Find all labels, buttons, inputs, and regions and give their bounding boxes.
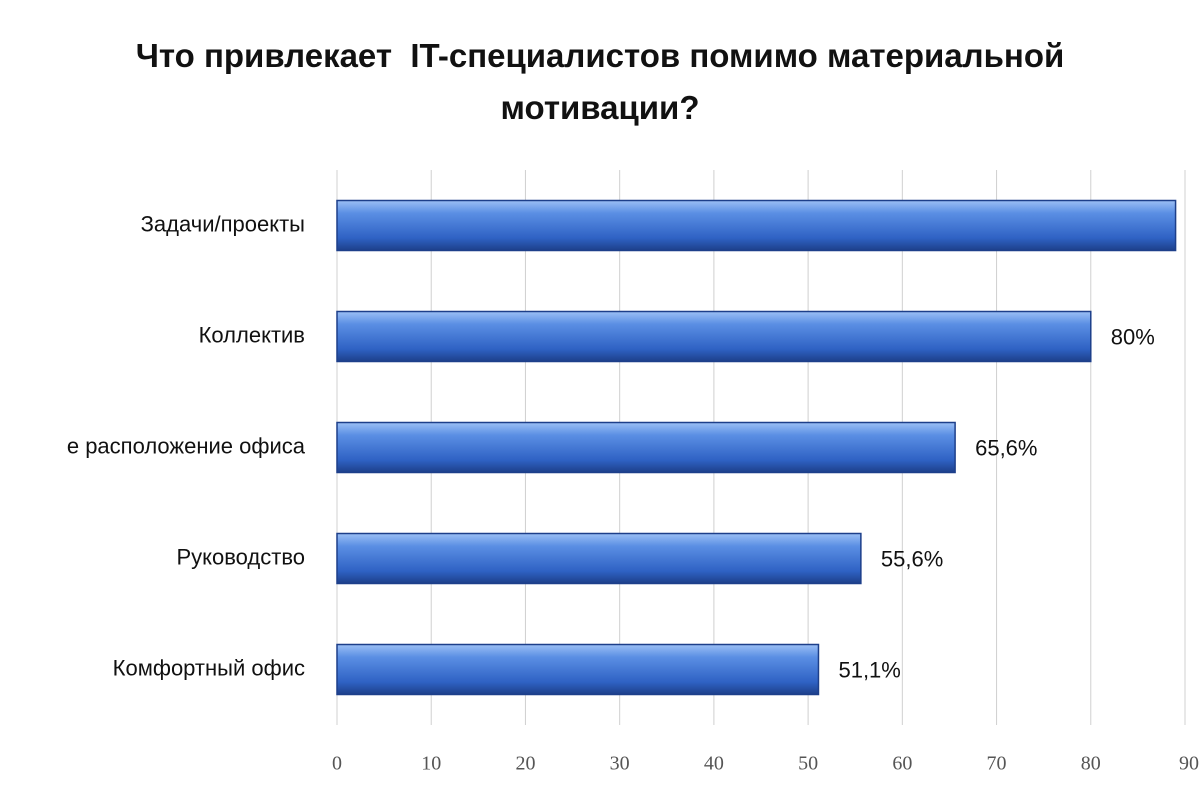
category-label: е расположение офиса (67, 433, 306, 458)
x-tick-label: 0 (332, 753, 342, 775)
x-tick-label: 60 (892, 753, 912, 775)
bar (336, 421, 956, 474)
x-tick-label: 30 (610, 753, 630, 775)
value-label: 65,6% (975, 435, 1037, 460)
category-label: Руководство (176, 544, 305, 569)
bar (336, 199, 1177, 252)
bar (336, 643, 820, 696)
value-label: 55,6% (881, 546, 943, 571)
value-label: 51,1% (838, 657, 900, 682)
chart-title: Что привлекает IT-специалистов помимо ма… (135, 37, 1074, 126)
bar (336, 532, 862, 585)
bar (336, 310, 1092, 363)
x-tick-label: 10 (421, 753, 441, 775)
x-tick-label: 80 (1081, 753, 1101, 775)
x-tick-label: 70 (987, 753, 1007, 775)
category-label: Задачи/проекты (141, 211, 305, 236)
category-label: Коллектив (199, 322, 305, 347)
value-label: 80% (1111, 324, 1155, 349)
x-tick-label: 20 (515, 753, 535, 775)
x-tick-label: 40 (704, 753, 724, 775)
x-tick-label: 50 (798, 753, 818, 775)
x-tick-label: 90 (1179, 753, 1199, 775)
category-label: Комфортный офис (113, 655, 305, 680)
